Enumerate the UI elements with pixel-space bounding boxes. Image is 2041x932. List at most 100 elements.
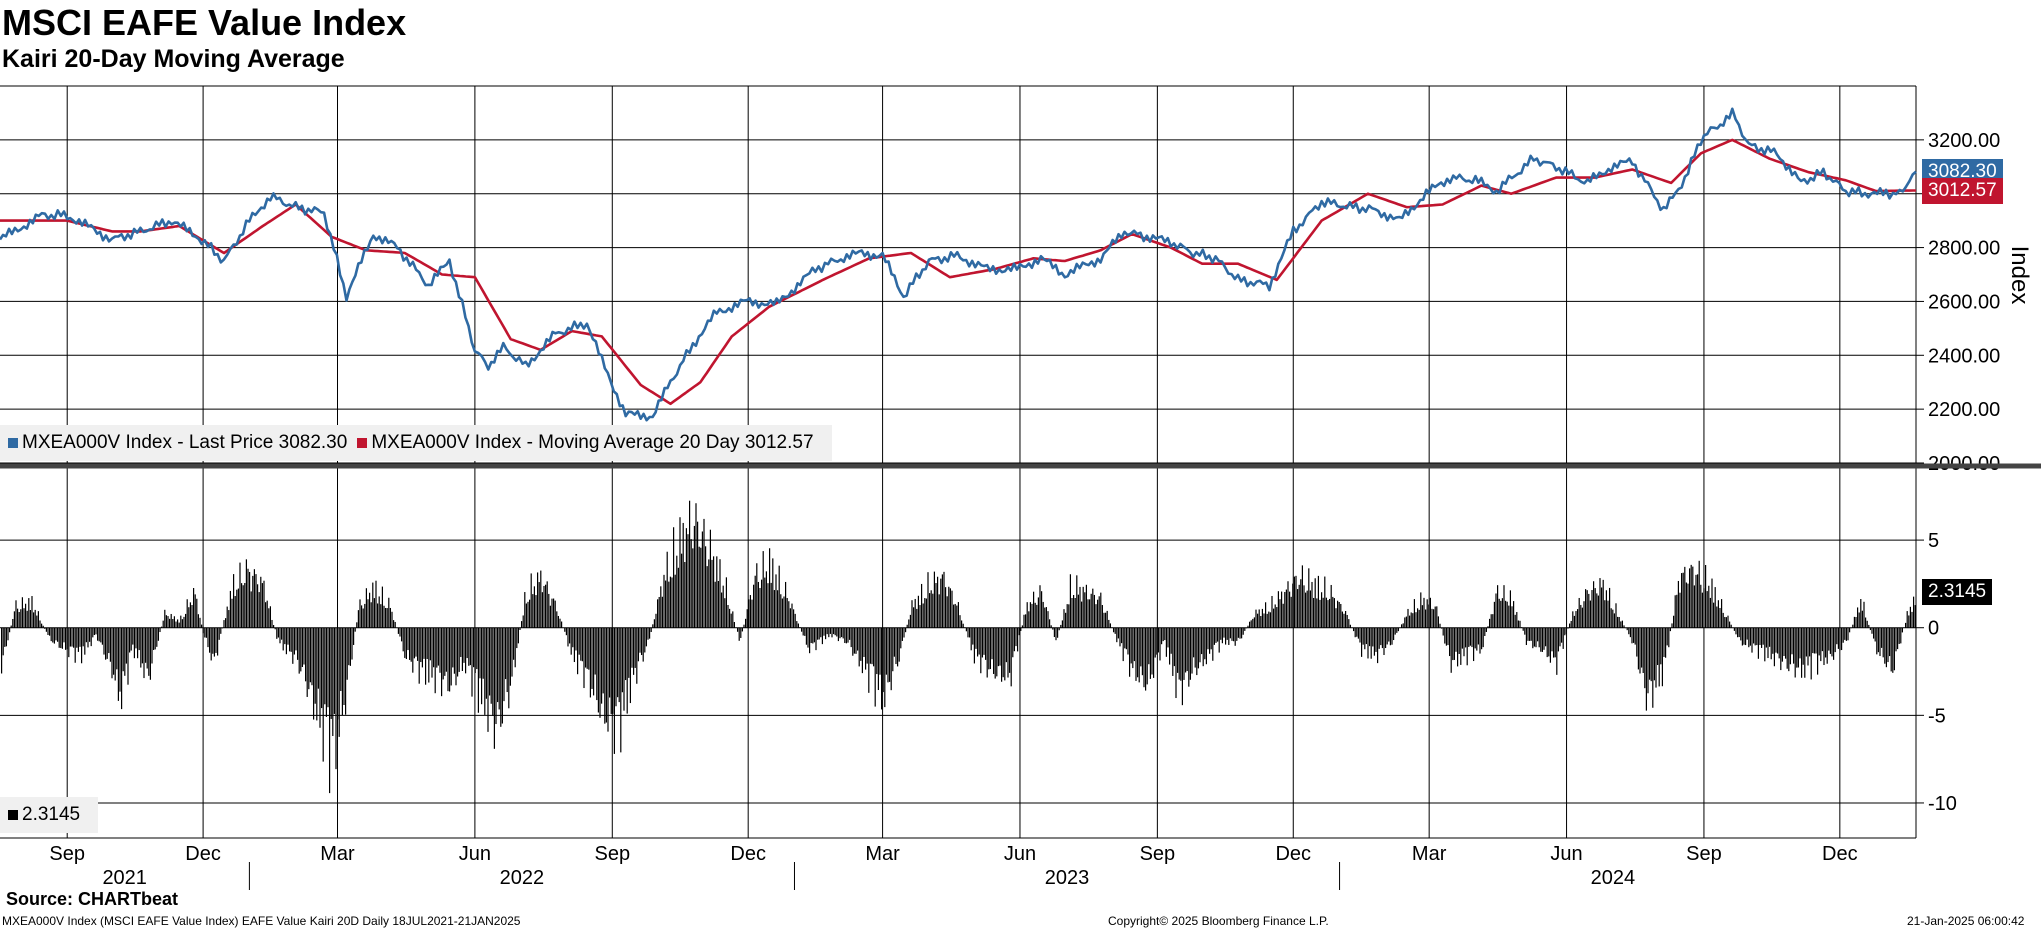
price-axis-label: Index <box>2006 246 2033 305</box>
kairi-bar <box>1477 627 1479 645</box>
kairi-bar <box>1221 627 1223 644</box>
kairi-bar <box>1445 627 1447 646</box>
kairi-bar <box>1508 605 1510 628</box>
kairi-bar <box>1137 627 1139 678</box>
kairi-bar <box>1721 599 1723 628</box>
kairi-bar <box>1314 578 1316 628</box>
kairi-bar <box>1338 602 1340 628</box>
kairi-bar <box>1898 627 1900 644</box>
kairi-bar <box>452 627 454 668</box>
kairi-bar <box>1173 627 1175 667</box>
kairi-bar <box>1553 627 1555 658</box>
kairi-bar <box>708 559 710 628</box>
kairi-bar <box>706 566 708 628</box>
kairi-bar <box>268 608 270 628</box>
kairi-bar <box>1482 627 1484 648</box>
x-tick-label-0: Sep <box>49 843 85 865</box>
kairi-bar <box>937 576 939 628</box>
kairi-bar <box>441 627 443 697</box>
kairi-bar <box>501 627 503 724</box>
kairi-bar <box>269 606 271 628</box>
kairi-bar <box>1420 592 1422 628</box>
kairi-bar <box>37 611 39 628</box>
kairi-bar <box>1492 614 1494 628</box>
kairi-bar <box>20 609 22 628</box>
kairi-bar <box>655 613 657 628</box>
kairi-bar <box>236 589 238 628</box>
kairi-bar <box>623 627 625 711</box>
kairi-bar <box>309 627 311 683</box>
kairi-bar <box>1570 620 1572 628</box>
kairi-bar <box>973 627 975 664</box>
kairi-bar <box>1569 623 1571 628</box>
kairi-bar <box>857 627 859 651</box>
kairi-bar <box>1647 627 1649 694</box>
kairi-bar <box>188 607 190 628</box>
kairi-bar <box>548 593 550 628</box>
kairi-bar <box>1833 627 1835 660</box>
kairi-bar <box>826 627 828 635</box>
kairi-bar <box>533 586 535 628</box>
kairi-bar <box>1418 609 1420 628</box>
legend-item-ma: MXEA000V Index - Moving Average 20 Day 3… <box>357 432 814 454</box>
kairi-bar <box>786 598 788 628</box>
kairi-bar <box>804 627 806 636</box>
kairi-bar <box>1073 594 1075 628</box>
kairi-bar <box>1313 597 1315 628</box>
kairi-bar <box>340 627 342 692</box>
kairi-bar <box>1529 627 1531 641</box>
kairi-bar <box>252 575 254 628</box>
kairi-bar <box>767 583 769 628</box>
kairi-bar <box>999 627 1001 666</box>
kairi-bar <box>789 608 791 628</box>
kairi-bar <box>1543 627 1545 650</box>
kairi-bar <box>1181 627 1183 706</box>
kairi-bar <box>1409 615 1411 628</box>
kairi-bar <box>1516 612 1518 628</box>
kairi-bar <box>1725 617 1727 628</box>
kairi-bar <box>479 627 481 679</box>
kairi-bar <box>901 627 903 641</box>
kairi-bar <box>1309 590 1311 628</box>
kairi-bar <box>1442 627 1444 636</box>
kairi-bar <box>911 600 913 628</box>
kairi-bar <box>492 627 494 716</box>
kairi-bar <box>569 627 571 644</box>
kairi-bar <box>1884 627 1886 664</box>
kairi-bar <box>1879 627 1881 657</box>
kairi-bar <box>537 572 539 628</box>
kairi-bar <box>1319 599 1321 628</box>
kairi-bar <box>594 627 596 675</box>
kairi-bar <box>330 627 332 719</box>
kairi-bar <box>845 627 847 644</box>
kairi-bar <box>1025 614 1027 628</box>
kairi-bar <box>247 568 249 628</box>
kairi-bar <box>1407 608 1409 628</box>
kairi-bar <box>1788 627 1790 672</box>
kairi-bar <box>1036 604 1038 628</box>
kairi-bar <box>943 571 945 628</box>
kairi-bar <box>1212 627 1214 661</box>
kairi-bar <box>721 592 723 628</box>
kairi-bar <box>633 627 635 675</box>
kairi-bar <box>778 565 780 628</box>
kairi-bar <box>1236 627 1238 641</box>
kairi-bar <box>1605 590 1607 628</box>
kairi-bar <box>1428 604 1430 628</box>
kairi-bar <box>1756 627 1758 646</box>
price-tick-label-2: 2400.00 <box>1928 345 2000 367</box>
kairi-bar <box>1109 623 1111 628</box>
kairi-bar <box>292 627 294 664</box>
kairi-bar <box>887 627 889 683</box>
footer-center: Copyright© 2025 Bloomberg Finance L.P. <box>1108 914 1329 928</box>
kairi-bar <box>183 616 185 628</box>
kairi-bar <box>389 607 391 628</box>
kairi-bar <box>682 522 684 628</box>
kairi-bar <box>1549 627 1551 663</box>
kairi-bar <box>951 590 953 628</box>
kairi-bar <box>87 627 89 648</box>
kairi-bar <box>1465 627 1467 648</box>
kairi-bar <box>796 621 798 628</box>
kairi-bar <box>1682 572 1684 628</box>
kairi-bar <box>76 627 78 648</box>
